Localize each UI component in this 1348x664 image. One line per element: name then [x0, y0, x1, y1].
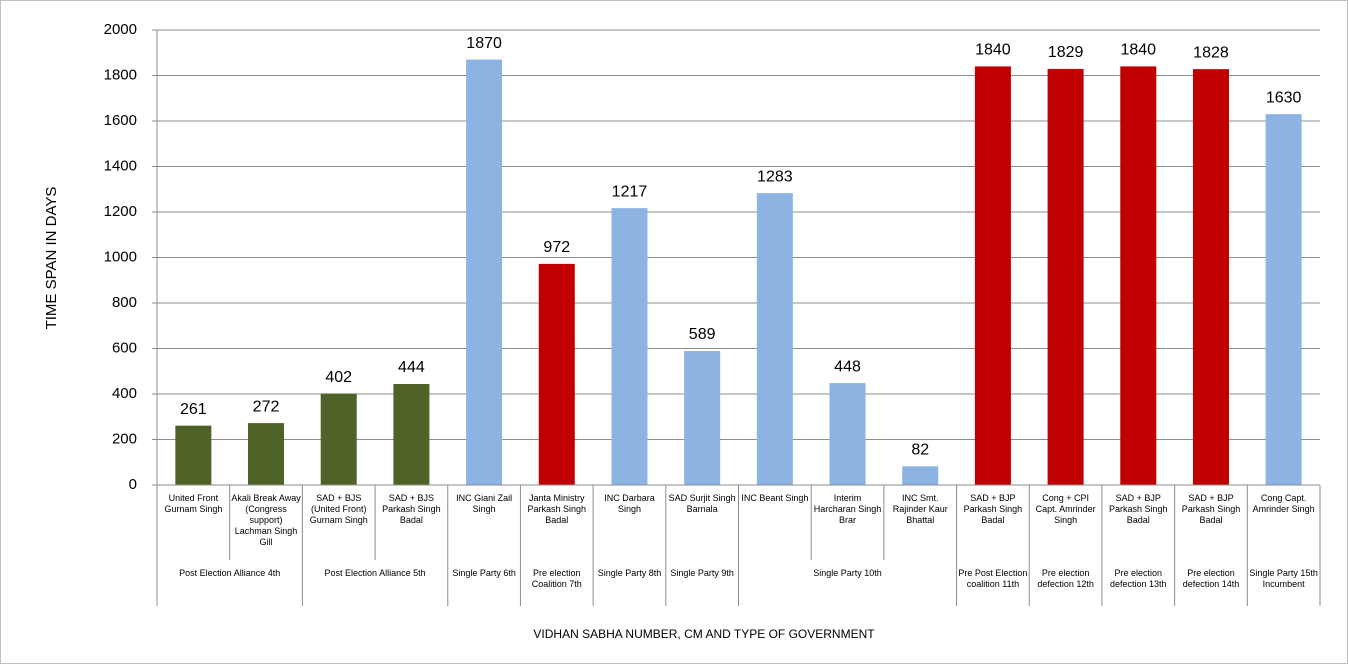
- y-tick-label: 1600: [104, 112, 137, 129]
- data-label: 972: [543, 239, 570, 256]
- y-tick-label: 1800: [104, 66, 137, 83]
- group-label: Post Election Alliance 4th: [179, 568, 281, 578]
- x-tick-label: INC Beant Singh: [741, 493, 809, 503]
- bar: [538, 263, 575, 485]
- x-tick-label: SAD Surjit Singh Barnala: [668, 493, 736, 514]
- data-label: 1217: [612, 183, 648, 200]
- bar: [756, 193, 793, 485]
- y-tick-label: 600: [112, 339, 137, 356]
- data-label: 272: [253, 398, 280, 415]
- data-label: 1630: [1266, 89, 1302, 106]
- x-tick-label: SAD + BJS Parkash Singh Badal: [382, 493, 441, 525]
- y-tick-label: 200: [112, 430, 137, 447]
- y-tick-label: 1000: [104, 248, 137, 265]
- group-label: Pre Post Election coalition 11th: [958, 568, 1028, 589]
- bar: [466, 59, 503, 485]
- data-label: 1829: [1048, 44, 1084, 61]
- bar: [1265, 114, 1302, 486]
- y-tick-label: 800: [112, 294, 137, 311]
- data-label: 448: [834, 358, 861, 375]
- y-tick-label: 2000: [104, 21, 137, 38]
- y-tick-label: 0: [129, 476, 137, 493]
- data-label: 444: [398, 359, 425, 376]
- x-tick-label: SAD + BJP Parkash Singh Badal: [963, 493, 1023, 525]
- x-tick-label: SAD + BJP Parkash Singh Badal: [1181, 493, 1241, 525]
- group-label: Pre election defection 13th: [1110, 568, 1167, 589]
- data-label: 1840: [975, 42, 1011, 59]
- y-axis-title: TIME SPAN IN DAYS: [43, 187, 60, 330]
- data-label: 261: [180, 401, 207, 418]
- bar: [611, 208, 648, 485]
- data-label: 1283: [757, 168, 793, 185]
- data-label: 1828: [1193, 44, 1229, 61]
- x-tick-label: INC Smt. Rajinder Kaur Bhattal: [892, 493, 948, 525]
- group-label: Single Party 9th: [670, 568, 734, 578]
- group-label: Single Party 10th: [813, 568, 882, 578]
- group-label: Single Party 15th Incumbent: [1249, 568, 1318, 589]
- y-tick-label: 1400: [104, 157, 137, 174]
- x-axis-title: VIDHAN SABHA NUMBER, CM AND TYPE OF GOVE…: [533, 627, 875, 641]
- x-tick-label: SAD + BJP Parkash Singh Badal: [1109, 493, 1168, 525]
- bar: [1120, 66, 1157, 486]
- bar: [1047, 68, 1084, 485]
- bar: [684, 351, 721, 485]
- bar: [393, 383, 430, 485]
- x-tick-label: SAD + BJS (United Front) Gurnam Singh: [309, 493, 368, 525]
- group-label: Pre election Coalition 7th: [531, 568, 582, 589]
- x-tick-label: Janta Ministry Parkash Singh Badal: [527, 493, 587, 525]
- bar: [175, 425, 212, 485]
- bar: [974, 66, 1011, 486]
- group-label: Pre election defection 14th: [1182, 568, 1240, 589]
- data-label: 589: [689, 326, 716, 343]
- group-label: Pre election defection 12th: [1037, 568, 1094, 589]
- bar: [1192, 69, 1229, 485]
- x-tick-label: United Front Gurnam Singh: [164, 493, 223, 514]
- group-label: Single Party 8th: [597, 568, 662, 578]
- group-label: Single Party 6th: [452, 568, 516, 578]
- data-label: 1870: [466, 35, 502, 52]
- data-label: 402: [325, 369, 352, 386]
- group-label: Post Election Alliance 5th: [324, 568, 426, 578]
- x-tick-label: Interim Harcharan Singh Brar: [813, 493, 882, 525]
- bar: [248, 423, 285, 485]
- x-tick-label: INC Giani Zail Singh: [456, 493, 513, 514]
- x-tick-label: Cong Capt. Amrinder Singh: [1252, 493, 1315, 514]
- bar: [902, 466, 939, 485]
- y-tick-label: 400: [112, 385, 137, 402]
- bar: [829, 383, 866, 485]
- bar: [320, 393, 357, 485]
- data-label: 1840: [1120, 42, 1156, 59]
- x-tick-label: Akali Break Away (Congress support) Lach…: [231, 493, 301, 547]
- x-tick-label: INC Darbara Singh: [604, 493, 655, 514]
- data-label: 82: [911, 442, 929, 459]
- x-tick-label: Cong + CPI Capt. Amrinder Singh: [1035, 493, 1096, 525]
- y-tick-label: 1200: [104, 203, 137, 220]
